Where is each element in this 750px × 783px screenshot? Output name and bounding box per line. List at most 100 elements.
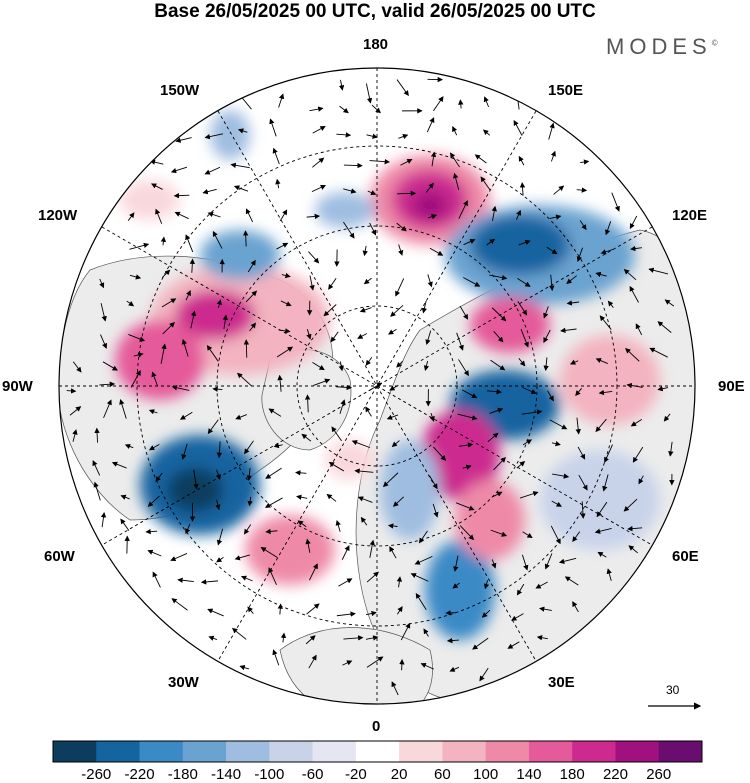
wind-arrow [244,440,254,455]
wind-arrow [538,606,552,612]
wind-arrow [410,573,429,582]
wind-arrow [598,389,613,396]
wind-arrow [149,159,164,165]
lon-label-0: 0 [372,718,381,735]
wind-arrow [328,278,337,290]
wind-arrow [457,413,478,421]
wind-arrow [161,298,177,308]
wind-arrow [93,481,101,501]
wind-arrow [474,154,487,164]
wind-arrow [328,461,345,472]
wind-arrow [491,491,503,498]
colorbar-segment [139,741,184,762]
wind-arrow [627,525,643,532]
wind-arrow [66,388,77,394]
wind-arrow [111,461,127,469]
wind-arrow [242,230,249,247]
wind-arrow [575,417,581,435]
wind-arrow [193,469,199,490]
wind-arrow [362,245,368,257]
wind-arrow [100,303,107,322]
wind-arrow [519,182,526,196]
wind-arrow [269,118,277,137]
wind-arrow [664,299,675,307]
anomaly-blob [175,290,255,340]
wind-arrow [246,468,252,481]
wind-arrow [629,285,639,303]
wind-arrow [277,374,283,392]
wind-arrow [429,247,444,256]
wind-arrow [432,503,439,518]
wind-arrow [397,190,417,197]
wind-arrow [99,278,105,289]
wind-arrow [200,579,219,585]
wind-arrow [272,147,280,165]
wind-arrow [249,322,257,332]
colorbar-tick-label: 220 [602,766,628,783]
wind-arrow [148,443,160,451]
wind-arrow [94,427,100,443]
wind-arrow [151,371,158,386]
wind-arrow [323,304,337,317]
wind-arrow [336,132,352,138]
wind-arrow [400,159,413,166]
wind-arrow [596,501,608,518]
wind-arrow [520,329,529,348]
wind-arrow [579,220,587,231]
wind-arrow [415,592,427,611]
wind-arrow [535,581,548,589]
latitude-circle [216,225,538,547]
wind-arrow [472,637,489,650]
wind-arrow [649,347,668,358]
wind-arrow [179,411,193,420]
wind-arrow [335,519,341,532]
wind-arrow [235,414,247,420]
wind-arrow [446,637,460,644]
wind-arrow [391,681,399,696]
wind-arrow [309,275,315,291]
wind-arrow [237,128,248,134]
wind-arrow [461,389,478,399]
wind-arrow [338,79,345,91]
wind-arrow [369,158,391,165]
wind-arrow [365,610,377,617]
wind-arrow [216,556,224,563]
colorbar-segment [399,741,443,762]
anomaly-blob [455,480,525,560]
wind-arrow [599,315,612,330]
wind-arrow [173,192,190,199]
wind-arrow [120,494,130,500]
wind-arrow [212,386,223,392]
colorbar [52,740,703,763]
colorbar-segment [182,741,227,762]
wind-arrow [657,321,672,333]
wind-arrow [400,622,411,641]
wind-arrow [549,419,568,430]
wind-arrow [312,362,325,371]
anomaly-blob [325,440,375,480]
wind-arrow [390,304,404,317]
wind-arrow [147,495,160,507]
anomaly-blob [210,110,250,160]
meridian [217,110,537,662]
wind-arrow [489,274,508,281]
wind-arrow [463,277,481,287]
wind-arrow [170,553,188,562]
modes-logo: MODES© [606,34,718,60]
wind-arrow [558,557,577,564]
wind-arrow [306,213,321,220]
wind-arrow [518,358,526,367]
wind-arrow [623,498,638,512]
wind-arrow [202,188,217,195]
wind-arrow [629,215,638,230]
wind-arrow [171,385,190,391]
wind-arrow [312,126,326,134]
wind-arrow [273,442,283,449]
wind-arrow [543,357,549,372]
wind-arrow [580,501,586,519]
wind-arrow [181,338,189,357]
brand-text: MODES [606,34,712,59]
lon-label-30w: 30W [168,674,199,691]
wind-arrow [268,408,282,417]
wind-arrow [483,580,490,590]
